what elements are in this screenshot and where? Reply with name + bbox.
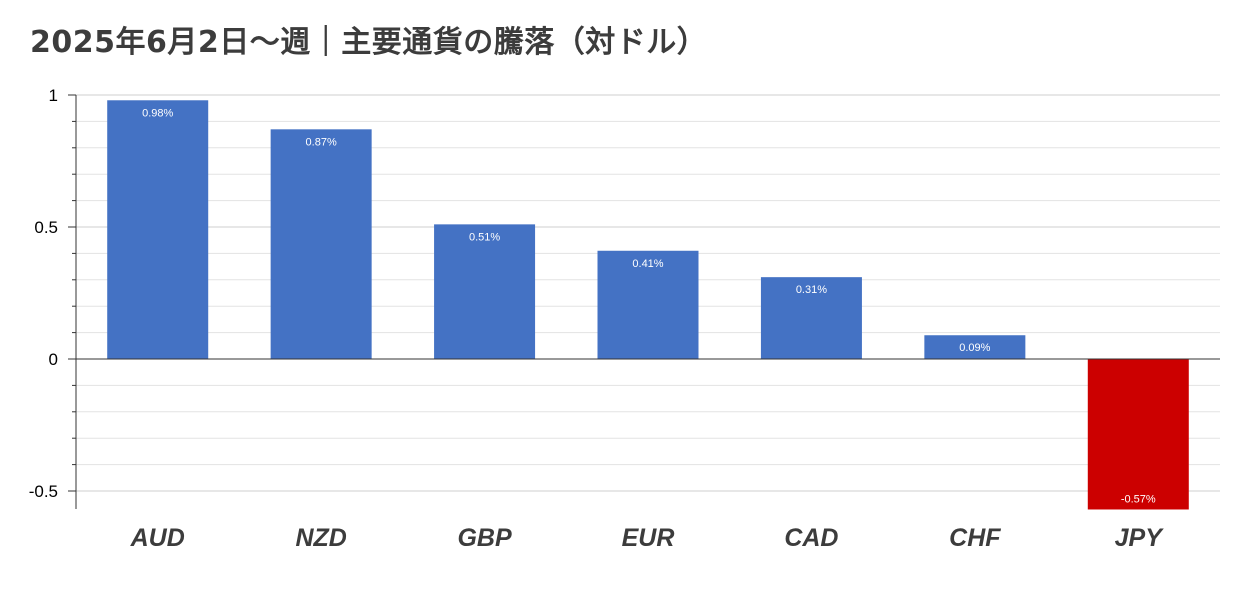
x-category-label: CHF: [949, 524, 1001, 552]
bars: [107, 100, 1189, 510]
y-tick-label: -0.5: [29, 482, 58, 501]
bar-aud: [107, 100, 209, 359]
x-category-label: EUR: [622, 524, 675, 552]
x-category-label: NZD: [295, 524, 346, 552]
labels: 1 0.5 0 -0.5 0.98% AUD 0.87% NZD 0.51% GBP 0.41% EU…: [29, 86, 1165, 552]
y-tick-label: 0.5: [34, 218, 58, 237]
bar-gbp: [434, 224, 536, 359]
bar-eur: [597, 250, 699, 359]
data-label: 0.41%: [632, 258, 663, 270]
x-category-label: GBP: [457, 524, 512, 552]
data-label: 0.51%: [469, 231, 500, 243]
y-tick-label: 0: [49, 350, 58, 369]
data-label: -0.57%: [1121, 493, 1156, 505]
x-category-label: CAD: [784, 524, 838, 552]
chart-title: 2025年6月2日〜週｜主要通貨の騰落（対ドル）: [30, 25, 708, 60]
data-label: 0.09%: [959, 342, 990, 354]
axes: [68, 94, 1220, 509]
bar-nzd: [270, 129, 372, 359]
bar-jpy: [1087, 359, 1189, 510]
bar-cad: [760, 277, 862, 359]
gridlines: [76, 94, 1220, 492]
x-category-label: AUD: [130, 524, 185, 552]
data-label: 0.31%: [796, 284, 827, 296]
data-label: 0.87%: [306, 136, 337, 148]
bar-chf: [924, 335, 1026, 359]
data-label: 0.98%: [142, 107, 173, 119]
x-category-label: JPY: [1115, 524, 1165, 552]
y-tick-label: 1: [49, 86, 58, 105]
